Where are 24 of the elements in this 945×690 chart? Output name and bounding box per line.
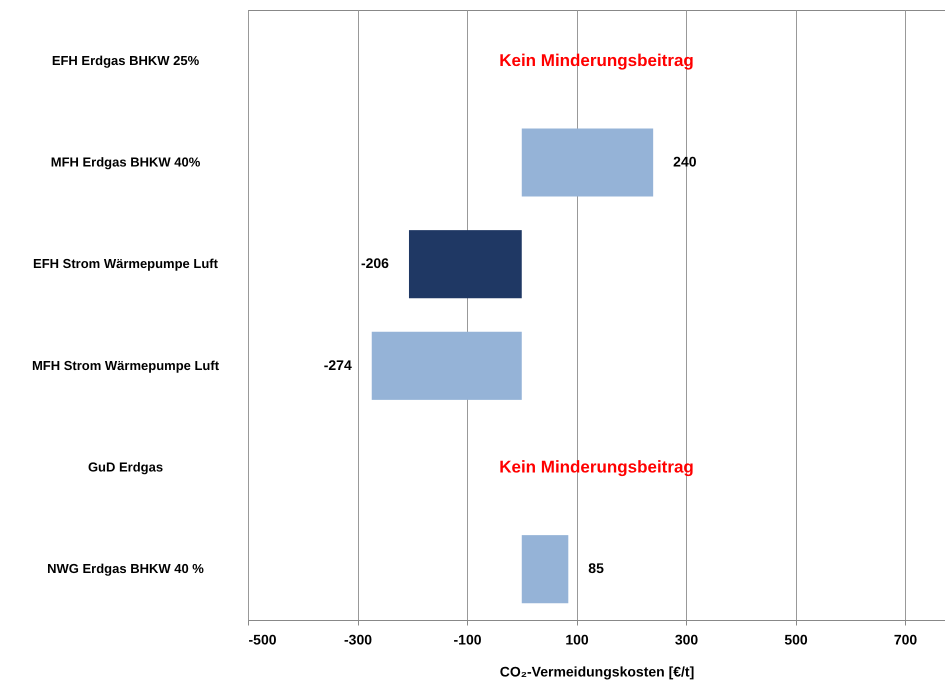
bar bbox=[372, 332, 522, 400]
x-tick-label: 500 bbox=[784, 632, 808, 648]
x-tick-label: 100 bbox=[565, 632, 589, 648]
data-label: -206 bbox=[360, 255, 390, 272]
x-tick-label: 700 bbox=[894, 632, 918, 648]
y-tick-label: NWG Erdgas BHKW 40 % bbox=[47, 561, 204, 576]
y-tick-label: GuD Erdgas bbox=[88, 460, 164, 474]
y-tick-label: EFH Erdgas BHKW 25% bbox=[52, 52, 200, 68]
y-tick-label: EFH Strom Wärmepumpe Luft bbox=[33, 256, 219, 272]
annotation: Kein Minderungsbeitrag bbox=[499, 458, 694, 476]
data-label: 240 bbox=[673, 154, 697, 170]
y-tick-label: MFH Erdgas BHKW 40% bbox=[50, 154, 201, 170]
x-tick-label: -100 bbox=[453, 632, 482, 648]
bar bbox=[408, 230, 522, 298]
data-label: 85 bbox=[588, 560, 604, 576]
data-label: -274 bbox=[324, 356, 352, 373]
x-tick-label: -500 bbox=[248, 632, 277, 648]
y-tick-label: MFH Strom Wärmepumpe Luft bbox=[32, 358, 220, 373]
x-axis-title: CO₂-Vermeidungskosten [€/t] bbox=[500, 664, 694, 680]
x-tick-label: 300 bbox=[674, 632, 698, 648]
bar bbox=[522, 535, 568, 604]
bar bbox=[522, 128, 654, 197]
annotation: Kein Minderungsbeitrag bbox=[499, 50, 694, 70]
x-tick-label: -300 bbox=[344, 632, 372, 648]
